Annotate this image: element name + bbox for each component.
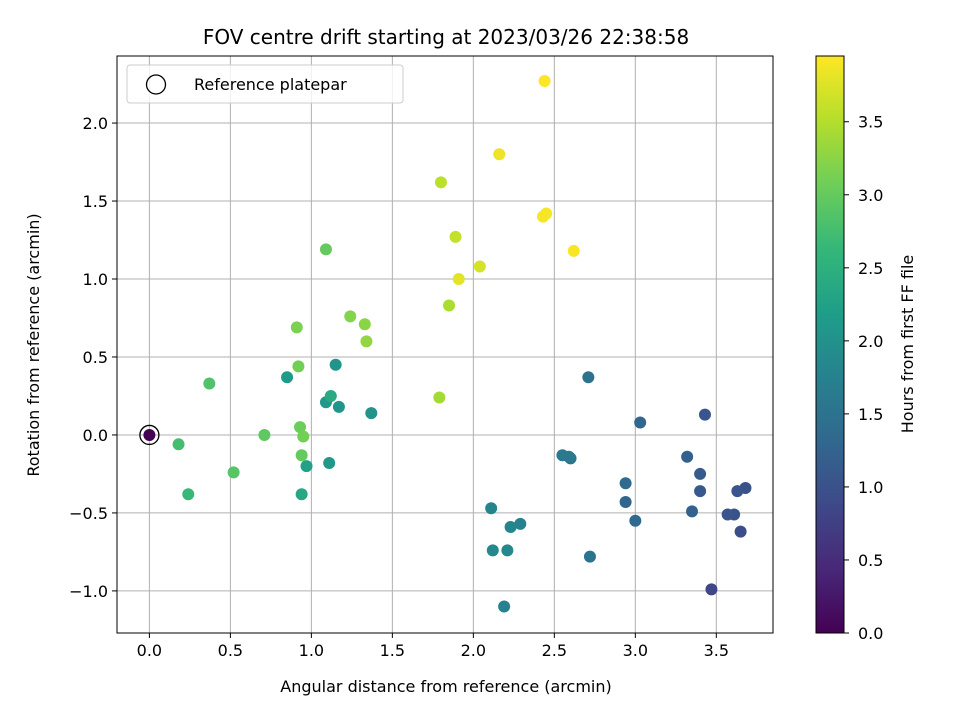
x-tick-label: 1.0 (299, 641, 324, 660)
colorbar-tick-label: 3.0 (858, 186, 883, 205)
x-tick-label: 3.5 (704, 641, 729, 660)
colorbar-tick-label: 0.0 (858, 624, 883, 643)
data-point (443, 299, 456, 312)
x-tick-label: 0.5 (218, 641, 243, 660)
legend-box (126, 64, 404, 104)
data-point (358, 318, 371, 331)
data-point (297, 430, 310, 443)
y-tick-label: 0.5 (83, 348, 108, 367)
data-point (332, 400, 345, 413)
data-point (498, 600, 511, 613)
data-point (344, 310, 357, 323)
data-point (281, 371, 294, 384)
colorbar-tick-label: 3.5 (858, 113, 883, 132)
data-point (485, 502, 498, 515)
y-tick-label: 1.5 (83, 192, 108, 211)
y-axis-label: Rotation from reference (arcmin) (24, 213, 43, 476)
data-point (540, 207, 553, 220)
reference-point (143, 428, 156, 441)
data-point (452, 273, 465, 286)
data-point (734, 525, 747, 538)
data-point (295, 488, 308, 501)
y-tick-label: 1.0 (83, 270, 108, 289)
data-point (619, 496, 632, 509)
data-point (486, 544, 499, 557)
x-axis: 0.0 0.5 1.0 1.5 2.0 2.5 3.0 3.5 (137, 633, 729, 660)
data-point (538, 74, 551, 87)
data-point (504, 520, 517, 533)
data-point (694, 467, 707, 480)
data-point (292, 360, 305, 373)
data-point (705, 583, 718, 596)
data-point (721, 508, 734, 521)
data-point (360, 335, 373, 348)
data-point (182, 488, 195, 501)
data-point (567, 244, 580, 257)
data-point (473, 260, 486, 273)
colorbar-tick-label: 1.0 (858, 478, 883, 497)
x-tick-label: 2.0 (461, 641, 486, 660)
data-point (634, 416, 647, 429)
grid (117, 56, 773, 633)
data-point (694, 485, 707, 498)
colorbar-ticks: 0.0 0.5 1.0 1.5 2.0 2.5 3.0 3.5 (844, 113, 883, 643)
colorbar-gradient (816, 56, 844, 633)
y-tick-label: −0.5 (69, 504, 108, 523)
data-point (227, 466, 240, 479)
plot-area-frame (116, 55, 774, 634)
data-point (619, 477, 632, 490)
y-axis: −1.0 −0.5 0.0 0.5 1.0 1.5 2.0 (69, 114, 117, 601)
legend-entry-reference: Reference platepar (194, 75, 347, 94)
data-point (294, 421, 307, 434)
x-tick-label: 3.0 (623, 641, 648, 660)
colorbar-tick-label: 0.5 (858, 551, 883, 570)
data-point (583, 550, 596, 563)
data-point (501, 544, 514, 557)
data-point (449, 230, 462, 243)
data-point (365, 407, 378, 420)
data-point (698, 408, 711, 421)
data-point (514, 517, 527, 530)
data-point (203, 377, 216, 390)
data-point (295, 449, 308, 462)
y-tick-label: −1.0 (69, 582, 108, 601)
data-point (329, 358, 342, 371)
x-tick-label: 1.5 (380, 641, 405, 660)
data-point (324, 389, 337, 402)
x-tick-label: 2.5 (542, 641, 567, 660)
data-point (493, 148, 506, 161)
colorbar-frame (815, 55, 845, 634)
colorbar-tick-label: 2.0 (858, 332, 883, 351)
y-tick-label: 0.0 (83, 426, 108, 445)
data-point (319, 243, 332, 256)
scatter-points (139, 74, 752, 613)
legend-marker-reference (145, 74, 167, 95)
colorbar-tick-label: 1.5 (858, 405, 883, 424)
data-point (323, 457, 336, 470)
x-axis-label: Angular distance from reference (arcmin) (280, 677, 611, 696)
colorbar: 0.0 0.5 1.0 1.5 2.0 2.5 3.0 3.5 Hours from firs… (815, 55, 917, 643)
data-point (300, 460, 313, 473)
x-tick-label: 0.0 (137, 641, 162, 660)
data-point (258, 428, 271, 441)
data-point (582, 371, 595, 384)
data-point (433, 391, 446, 404)
colorbar-tick-label: 2.5 (858, 259, 883, 278)
data-point (562, 450, 575, 463)
data-point (629, 514, 642, 527)
data-point (681, 450, 694, 463)
data-point (686, 505, 699, 518)
data-point (434, 176, 447, 189)
colorbar-label: Hours from first FF file (898, 255, 917, 434)
data-point (731, 485, 744, 498)
data-point (290, 321, 303, 334)
legend: Reference platepar (126, 64, 404, 104)
data-point (172, 438, 185, 451)
reference-marker (139, 424, 160, 446)
chart-title: FOV centre drift starting at 2023/03/26 … (203, 25, 689, 49)
y-tick-label: 2.0 (83, 114, 108, 133)
